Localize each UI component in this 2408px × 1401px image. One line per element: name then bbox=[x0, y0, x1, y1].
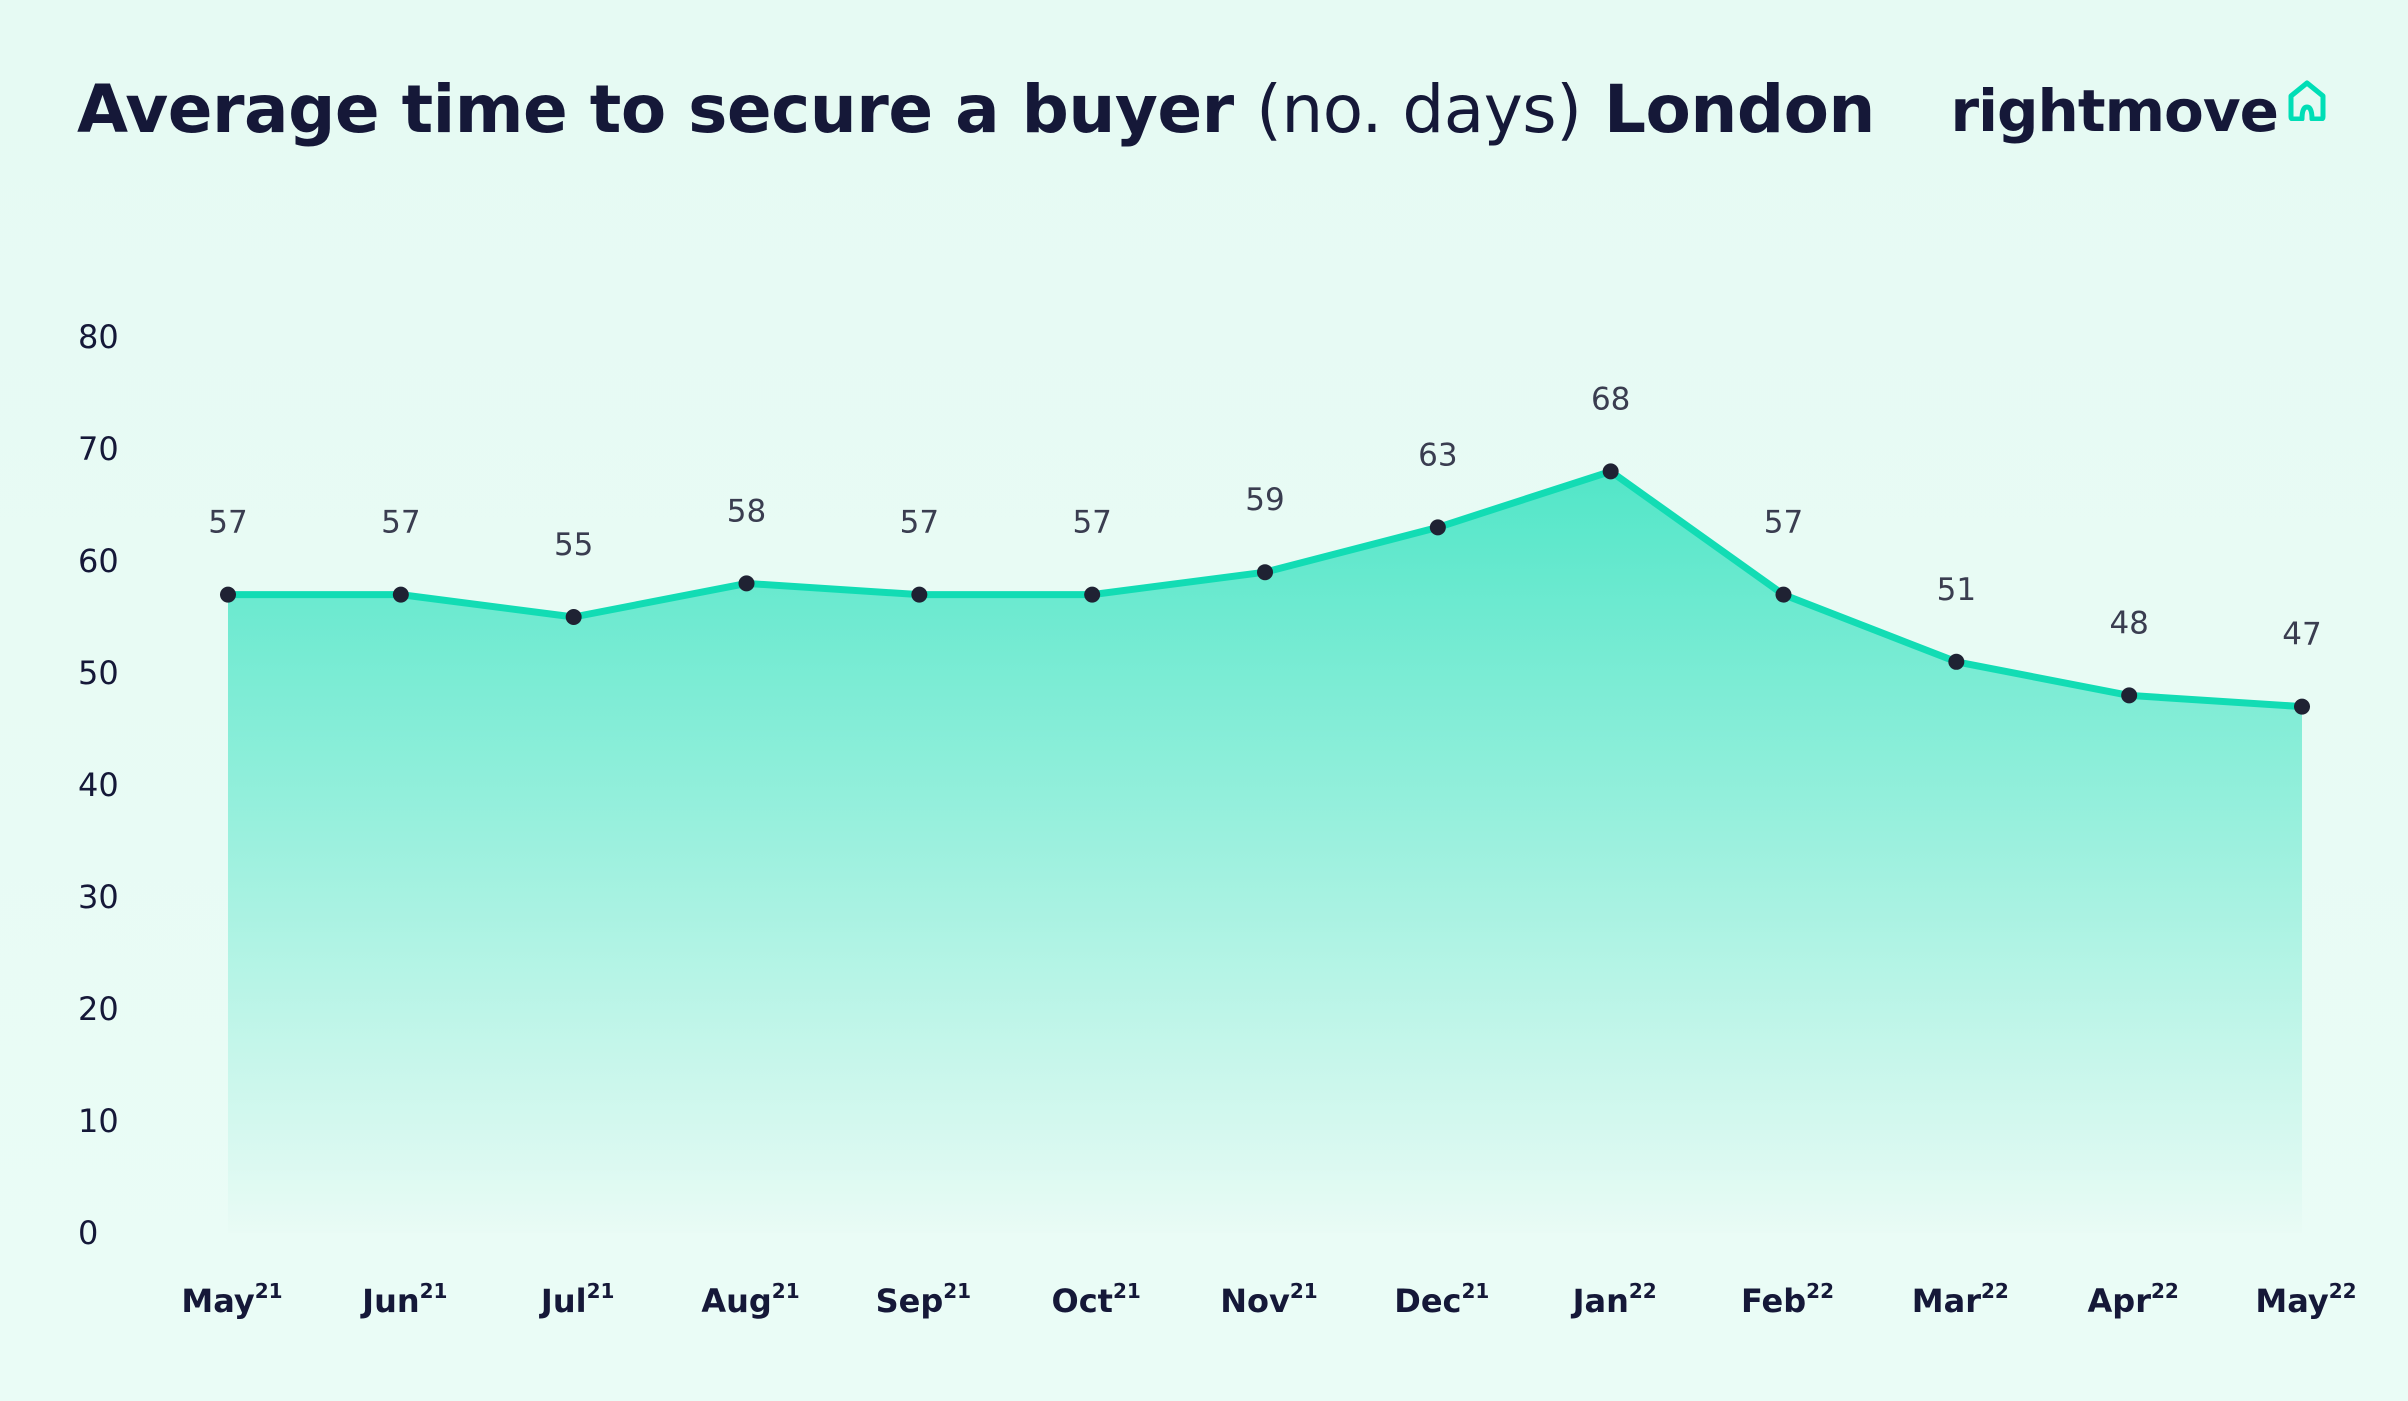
x-tick-year: 21 bbox=[420, 1279, 448, 1303]
y-tick-label: 30 bbox=[78, 878, 119, 916]
x-tick-label: Oct21 bbox=[1052, 1279, 1141, 1320]
x-tick-year: 22 bbox=[1629, 1279, 1657, 1303]
x-tick-label: Mar22 bbox=[1912, 1279, 2009, 1320]
area-fill-layer bbox=[228, 471, 2302, 1233]
x-axis: May21 Jun21 Jul21 Aug21 Sep21 Oct21 Nov21 Dec21… bbox=[181, 1279, 2356, 1320]
y-tick-label: 40 bbox=[78, 766, 119, 804]
x-tick-year: 21 bbox=[255, 1279, 283, 1303]
rightmove-logo: rightmove bbox=[1951, 66, 2328, 156]
x-tick-label: May22 bbox=[2255, 1279, 2356, 1320]
x-tick-year: 21 bbox=[587, 1279, 615, 1303]
x-tick-year: 22 bbox=[2329, 1279, 2357, 1303]
x-tick-month: Apr bbox=[2088, 1282, 2152, 1320]
x-tick-label: Aug21 bbox=[701, 1279, 799, 1320]
data-point bbox=[2121, 687, 2138, 704]
x-tick-month: Mar bbox=[1912, 1282, 1981, 1320]
x-tick-month: Oct bbox=[1052, 1282, 1113, 1320]
y-tick-label: 50 bbox=[78, 654, 119, 692]
x-tick-year: 21 bbox=[1113, 1279, 1141, 1303]
x-tick-month: Jul bbox=[539, 1282, 587, 1320]
data-label: 57 bbox=[381, 505, 420, 541]
data-point bbox=[911, 586, 928, 603]
data-label: 55 bbox=[554, 527, 593, 563]
x-tick-label: Jun21 bbox=[360, 1279, 447, 1320]
y-tick-label: 20 bbox=[78, 990, 119, 1028]
x-tick-label: May21 bbox=[181, 1279, 282, 1320]
x-tick-month: Sep bbox=[876, 1282, 944, 1320]
data-labels: 57 57 55 58 57 57 59 63 68 57 51 48 47 bbox=[208, 381, 2321, 652]
y-tick-label: 60 bbox=[78, 542, 119, 580]
y-tick-label: 70 bbox=[78, 430, 119, 468]
x-tick-month: Nov bbox=[1220, 1282, 1290, 1320]
x-tick-month: May bbox=[2255, 1282, 2328, 1320]
x-tick-label: Jul21 bbox=[539, 1279, 615, 1320]
x-tick-month: Feb bbox=[1741, 1282, 1806, 1320]
data-label: 68 bbox=[1591, 381, 1630, 417]
x-tick-label: Nov21 bbox=[1220, 1279, 1317, 1320]
data-label: 58 bbox=[727, 493, 766, 529]
x-tick-month: May bbox=[181, 1282, 254, 1320]
x-tick-year: 21 bbox=[1290, 1279, 1318, 1303]
data-point bbox=[392, 586, 409, 603]
x-tick-label: Dec21 bbox=[1394, 1279, 1489, 1320]
y-axis: 0 10 20 30 40 50 60 70 80 bbox=[78, 318, 119, 1252]
data-label: 57 bbox=[1764, 505, 1803, 541]
data-label: 48 bbox=[2109, 605, 2148, 641]
data-point bbox=[1948, 653, 1965, 670]
data-point bbox=[1257, 564, 1273, 581]
x-tick-month: Aug bbox=[701, 1282, 771, 1320]
x-tick-year: 21 bbox=[1462, 1279, 1490, 1303]
data-label: 47 bbox=[2282, 617, 2321, 653]
data-label: 57 bbox=[1072, 505, 1111, 541]
data-label: 59 bbox=[1245, 482, 1284, 518]
data-point bbox=[738, 575, 755, 592]
x-tick-year: 22 bbox=[1981, 1279, 2009, 1303]
title-main: Average time to secure a buyer bbox=[77, 71, 1234, 148]
y-tick-label: 80 bbox=[78, 318, 119, 356]
logo-wordmark: rightmove bbox=[1950, 77, 2279, 145]
x-tick-year: 22 bbox=[1806, 1279, 1834, 1303]
data-points bbox=[220, 463, 2310, 715]
data-label: 63 bbox=[1418, 437, 1457, 473]
house-outline-icon bbox=[2286, 79, 2328, 125]
x-tick-label: Jan22 bbox=[1571, 1279, 1657, 1320]
x-tick-year: 21 bbox=[943, 1279, 971, 1303]
data-point bbox=[1602, 463, 1619, 480]
data-point bbox=[565, 609, 582, 625]
y-tick-label: 0 bbox=[78, 1214, 98, 1252]
y-tick-label: 10 bbox=[78, 1102, 119, 1140]
x-tick-month: Jun bbox=[360, 1282, 419, 1320]
data-point bbox=[2294, 698, 2310, 715]
data-point bbox=[1084, 586, 1101, 603]
area-fill bbox=[228, 471, 2302, 1233]
x-tick-label: Feb22 bbox=[1741, 1279, 1834, 1320]
x-tick-label: Sep21 bbox=[876, 1279, 972, 1320]
title-units: (no. days) bbox=[1256, 71, 1582, 148]
x-tick-label: Apr22 bbox=[2088, 1279, 2179, 1320]
data-point bbox=[220, 586, 236, 603]
data-label: 57 bbox=[208, 505, 247, 541]
data-point bbox=[1775, 586, 1792, 603]
x-tick-year: 22 bbox=[2151, 1279, 2179, 1303]
title-region: London bbox=[1603, 71, 1875, 148]
x-tick-month: Jan bbox=[1571, 1282, 1629, 1320]
x-tick-month: Dec bbox=[1394, 1282, 1461, 1320]
data-point bbox=[1429, 519, 1446, 536]
chart-title: Average time to secure a buyer (no. days… bbox=[77, 62, 1875, 158]
x-tick-year: 21 bbox=[772, 1279, 800, 1303]
data-label: 51 bbox=[1937, 572, 1976, 608]
data-label: 57 bbox=[900, 505, 939, 541]
